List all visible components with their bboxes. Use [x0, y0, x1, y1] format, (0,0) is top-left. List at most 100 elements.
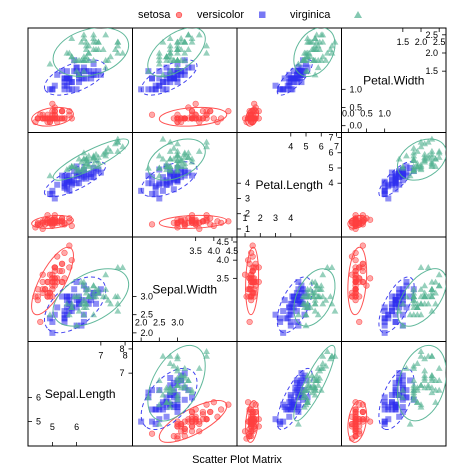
point-versicolor-3	[287, 318, 294, 325]
point-virginica-45	[428, 293, 436, 300]
point-versicolor-42	[159, 399, 166, 406]
point-virginica-49	[70, 56, 78, 63]
point-virginica-46	[413, 164, 421, 171]
tick-label-sepal-width-y-0: 2.0	[141, 328, 154, 338]
point-setosa-28	[54, 278, 61, 286]
series-virginica	[46, 135, 130, 181]
point-versicolor-47	[170, 75, 177, 82]
point-virginica-21	[417, 166, 425, 173]
point-versicolor-27	[303, 377, 310, 384]
point-virginica-49	[410, 293, 418, 300]
point-setosa-48	[56, 218, 63, 225]
point-versicolor-40	[61, 174, 68, 181]
point-versicolor-49	[289, 300, 296, 307]
point-virginica-30	[166, 147, 174, 154]
point-setosa-43	[49, 275, 56, 282]
point-versicolor-3	[149, 406, 156, 413]
point-versicolor-40	[388, 174, 395, 181]
point-virginica-25	[102, 56, 110, 63]
point-virginica-37	[410, 156, 418, 163]
point-versicolor-30	[385, 406, 392, 413]
point-versicolor-31	[283, 315, 290, 322]
point-versicolor-8	[296, 75, 303, 82]
point-versicolor-29	[280, 308, 287, 315]
point-virginica-17	[424, 264, 432, 271]
point-versicolor-14	[281, 75, 288, 82]
series-virginica	[395, 135, 446, 181]
point-virginica-40	[90, 289, 97, 296]
point-versicolor-10	[138, 418, 145, 425]
point-versicolor-17	[163, 86, 170, 93]
point-virginica-8	[314, 311, 322, 318]
point-versicolor-10	[49, 187, 56, 194]
point-virginica-7	[322, 56, 330, 63]
point-versicolor-18	[295, 322, 302, 329]
point-virginica-0	[80, 282, 88, 289]
point-versicolor-20	[71, 286, 78, 293]
point-virginica-0	[80, 31, 88, 38]
point-setosa-43	[367, 275, 374, 282]
ellipse-virginica	[293, 268, 336, 327]
point-virginica-45	[90, 38, 97, 45]
point-versicolor-29	[280, 401, 287, 408]
point-virginica-6	[155, 420, 163, 427]
point-versicolor-45	[388, 293, 395, 300]
panel-r0-c2	[236, 27, 342, 133]
point-virginica-47	[174, 49, 181, 56]
point-versicolor-43	[149, 190, 156, 197]
point-versicolor-14	[281, 297, 288, 304]
point-virginica-45	[174, 38, 181, 45]
point-virginica-13	[65, 311, 73, 318]
point-versicolor-49	[289, 401, 296, 408]
point-virginica-43	[181, 38, 189, 45]
point-virginica-19	[73, 322, 81, 329]
point-virginica-33	[399, 386, 407, 393]
point-virginica-7	[104, 296, 112, 303]
point-virginica-31	[203, 49, 210, 56]
point-versicolor-6	[298, 64, 305, 71]
ellipse-virginica	[147, 28, 206, 77]
point-setosa-48	[249, 411, 256, 418]
point-versicolor-26	[93, 300, 99, 307]
point-virginica-31	[323, 264, 331, 271]
point-versicolor-31	[381, 315, 388, 322]
point-virginica-9	[435, 364, 443, 371]
ellipse-versicolor	[276, 367, 313, 431]
point-virginica-46	[155, 386, 163, 393]
point-virginica-37	[310, 56, 318, 63]
point-versicolor-37	[149, 75, 156, 82]
point-virginica-45	[305, 377, 313, 384]
point-versicolor-49	[289, 75, 296, 82]
point-versicolor-32	[286, 304, 293, 311]
point-versicolor-11	[399, 177, 406, 184]
point-virginica-30	[413, 300, 421, 307]
point-virginica-49	[304, 56, 311, 63]
point-versicolor-40	[61, 79, 68, 86]
point-setosa-47	[248, 428, 255, 435]
point-setosa-33	[217, 406, 225, 413]
point-versicolor-33	[73, 304, 80, 311]
point-virginica-47	[305, 49, 313, 56]
point-virginica-45	[428, 377, 436, 384]
point-versicolor-34	[59, 293, 66, 300]
point-versicolor-45	[174, 79, 181, 86]
point-virginica-42	[413, 304, 421, 311]
point-versicolor-39	[287, 311, 294, 318]
tick-label-petal-width-xh-2: 2.5	[433, 37, 446, 47]
point-virginica-9	[435, 271, 443, 278]
legend-label-versicolor: versicolor	[197, 9, 244, 21]
point-versicolor-37	[149, 387, 156, 394]
tick-label-sepal-length-yh-0: 7	[119, 368, 124, 378]
tick-label-petal-width-y-2: 1.0	[350, 84, 363, 94]
series-virginica	[145, 28, 210, 78]
point-versicolor-28	[170, 172, 177, 179]
point-versicolor-31	[283, 86, 290, 93]
point-versicolor-1	[181, 68, 188, 75]
point-versicolor-23	[388, 391, 395, 398]
series-virginica	[46, 28, 130, 78]
point-versicolor-35	[403, 172, 410, 179]
point-setosa-10	[58, 267, 66, 275]
point-virginica-39	[308, 45, 316, 52]
point-versicolor-7	[152, 421, 159, 428]
point-virginica-36	[188, 155, 196, 162]
